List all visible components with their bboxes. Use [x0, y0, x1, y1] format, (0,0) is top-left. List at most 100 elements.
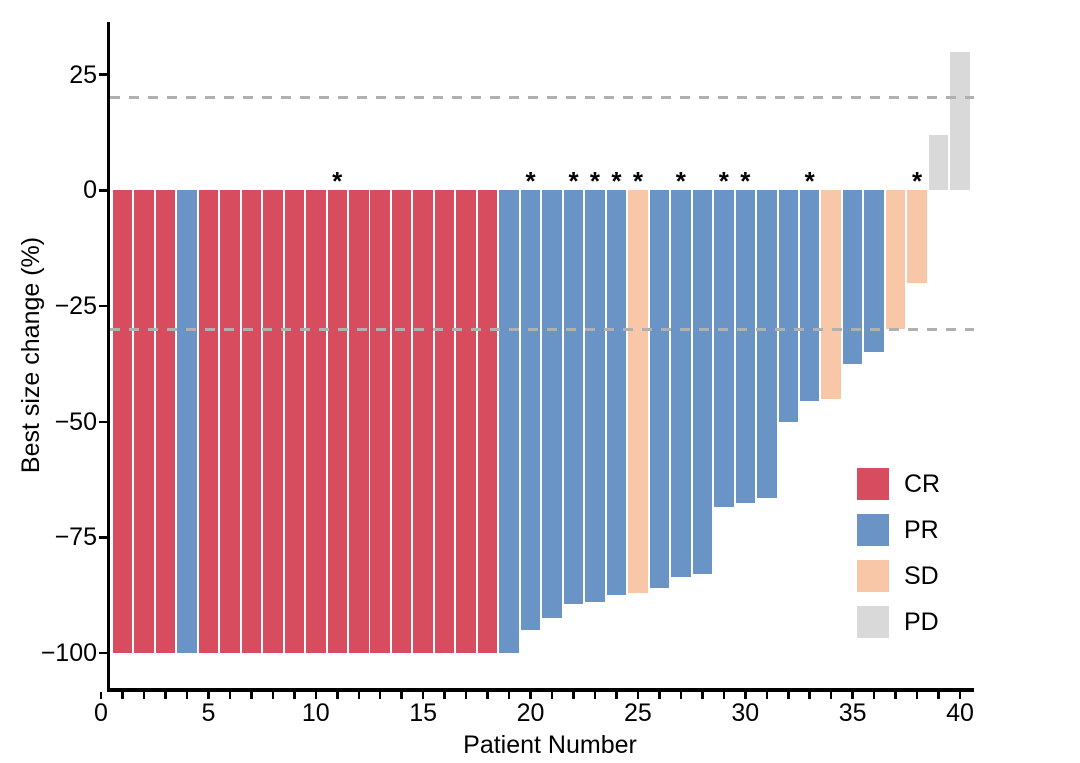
- bar-patient-26: [649, 190, 670, 589]
- legend-item-sd: SD: [857, 560, 940, 592]
- x-axis-title: Patient Number: [463, 731, 637, 759]
- x-tick-7: [250, 691, 253, 699]
- y-tick--25: [99, 304, 107, 308]
- x-tick-21: [550, 691, 554, 699]
- x-tick-39: [937, 691, 940, 699]
- legend-item-pr: PR: [857, 514, 940, 546]
- legend-item-cr: CR: [857, 468, 940, 500]
- y-tick-label--50: −50: [54, 407, 97, 436]
- x-tick-label-20: 20: [516, 699, 545, 727]
- x-tick-label-40: 40: [946, 699, 974, 727]
- bar-patient-33: [799, 190, 820, 401]
- x-tick-19: [507, 691, 511, 699]
- bar-patient-32: [778, 190, 798, 422]
- bar-patient-28: [692, 190, 713, 575]
- y-tick-label-25: 25: [69, 60, 97, 89]
- x-tick-label-15: 15: [409, 699, 437, 727]
- significance-asterisk-patient-25: *: [632, 166, 643, 196]
- bar-patient-17: [456, 190, 476, 654]
- legend-item-pd: PD: [857, 606, 940, 638]
- x-tick-label-25: 25: [623, 699, 652, 727]
- bar-patient-5: [198, 190, 219, 654]
- x-tick-9: [293, 691, 296, 699]
- y-axis-title: Best size change (%): [17, 236, 45, 474]
- bar-patient-37: [885, 190, 906, 330]
- x-tick-15: [421, 691, 425, 699]
- significance-asterisk-patient-22: *: [568, 166, 579, 196]
- x-tick-label-30: 30: [731, 699, 760, 727]
- x-tick-34: [829, 691, 833, 699]
- bar-patient-1: [112, 190, 133, 654]
- bar-patient-27: [671, 190, 691, 577]
- bar-patient-18: [477, 190, 498, 654]
- x-tick-0: [99, 691, 103, 699]
- x-tick-3: [164, 691, 167, 699]
- x-tick-10: [314, 691, 317, 699]
- x-tick-11: [336, 691, 339, 699]
- legend-swatch-pd: [857, 606, 889, 638]
- x-tick-23: [593, 691, 597, 699]
- x-tick-28: [701, 691, 704, 699]
- x-tick-30: [744, 691, 747, 699]
- significance-asterisk-patient-11: *: [332, 166, 343, 196]
- significance-asterisk-patient-38: *: [912, 166, 923, 196]
- x-tick-8: [271, 691, 275, 699]
- reference-line-lower: [110, 327, 974, 331]
- bar-patient-2: [134, 190, 154, 654]
- bar-patient-29: [714, 190, 734, 508]
- x-tick-14: [400, 691, 403, 699]
- y-tick--75: [99, 536, 107, 539]
- bar-patient-20: [520, 190, 541, 630]
- bar-patient-8: [263, 190, 283, 654]
- bar-patient-9: [284, 190, 304, 654]
- significance-asterisk-patient-33: *: [804, 166, 815, 196]
- bar-patient-23: [585, 190, 605, 603]
- legend-swatch-sd: [857, 560, 889, 592]
- bar-patient-10: [306, 190, 326, 654]
- x-tick-37: [894, 691, 897, 699]
- x-tick-25: [636, 691, 640, 699]
- y-tick-0: [99, 189, 107, 192]
- bar-patient-15: [413, 190, 433, 654]
- x-tick-18: [486, 691, 489, 699]
- bar-patient-11: [327, 190, 347, 654]
- bar-patient-19: [499, 190, 519, 654]
- x-tick-24: [615, 691, 618, 699]
- significance-asterisk-patient-24: *: [611, 166, 622, 196]
- y-tick-label--100: −100: [40, 639, 97, 668]
- x-tick-32: [787, 691, 790, 699]
- bar-patient-39: [928, 134, 949, 191]
- bar-patient-6: [220, 190, 240, 654]
- bar-patient-14: [391, 190, 412, 654]
- x-tick-27: [679, 691, 683, 699]
- reference-line-upper: [110, 96, 974, 100]
- bar-patient-21: [542, 190, 562, 619]
- x-tick-31: [765, 691, 768, 699]
- bar-patient-30: [735, 190, 755, 503]
- bar-patient-22: [563, 190, 584, 605]
- significance-asterisk-patient-27: *: [675, 166, 686, 196]
- bar-patient-7: [241, 190, 262, 654]
- x-tick-6: [228, 691, 232, 699]
- bar-patient-38: [907, 190, 927, 283]
- bar-patient-25: [628, 190, 648, 593]
- y-tick--100: [99, 651, 107, 655]
- bar-patient-12: [349, 190, 369, 654]
- bar-patient-36: [864, 190, 884, 353]
- significance-asterisk-patient-29: *: [718, 166, 729, 196]
- y-tick--50: [99, 420, 107, 423]
- significance-asterisk-patient-20: *: [525, 166, 536, 196]
- x-tick-33: [808, 691, 811, 699]
- legend: CR PR SD PD: [857, 468, 940, 652]
- x-tick-13: [378, 691, 382, 699]
- x-tick-1: [121, 691, 124, 699]
- x-tick-16: [443, 691, 446, 699]
- bar-patient-24: [606, 190, 627, 596]
- x-tick-22: [572, 691, 575, 699]
- significance-asterisk-patient-30: *: [740, 166, 751, 196]
- bar-patient-31: [757, 190, 777, 499]
- x-tick-26: [658, 691, 661, 699]
- legend-swatch-cr: [857, 468, 889, 500]
- legend-label-sd: SD: [904, 562, 939, 590]
